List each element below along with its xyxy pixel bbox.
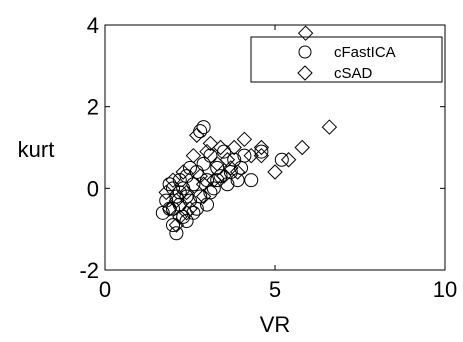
y-tick-label: 4 xyxy=(87,13,99,38)
data-point-cfastica xyxy=(274,152,289,167)
data-point-csad xyxy=(321,119,338,135)
data-point-csad xyxy=(216,168,232,184)
data-point-csad xyxy=(236,131,253,148)
data-point-csad xyxy=(192,168,208,184)
data-point-csad xyxy=(185,147,202,164)
data-point-csad xyxy=(189,127,205,143)
x-tick-label: 5 xyxy=(269,277,281,302)
data-point-cfastica xyxy=(166,218,180,233)
data-point-cfastica xyxy=(244,173,259,188)
data-point-cfastica xyxy=(169,226,184,241)
legend-box xyxy=(250,36,443,83)
data-point-cfastica xyxy=(210,160,225,175)
data-point-cfastica xyxy=(196,156,211,171)
legend: cFastICA cSAD xyxy=(250,36,443,83)
data-point-csad xyxy=(172,209,188,225)
data-point-csad xyxy=(243,147,259,164)
data-point-csad xyxy=(195,176,212,192)
data-point-csad xyxy=(253,147,270,164)
y-tick-label: 0 xyxy=(87,176,99,201)
plot-area-frame xyxy=(104,24,446,271)
y-tick-label: -2 xyxy=(79,258,99,283)
data-point-cfastica xyxy=(179,189,194,204)
data-point-csad xyxy=(294,139,310,156)
data-point-csad xyxy=(253,139,270,156)
data-point-csad xyxy=(175,164,191,180)
data-point-cfastica xyxy=(196,120,211,135)
data-points xyxy=(155,25,338,241)
legend-marker-diamond-icon xyxy=(297,65,313,81)
data-point-cfastica xyxy=(206,181,221,196)
data-point-csad xyxy=(267,164,283,180)
y-axis-label: kurt xyxy=(18,137,55,162)
data-point-csad xyxy=(202,135,219,152)
data-point-csad xyxy=(280,152,297,168)
y-tick-label: 2 xyxy=(87,95,99,120)
data-point-cfastica xyxy=(203,185,218,200)
axis-ticks xyxy=(104,24,446,271)
data-point-cfastica xyxy=(227,152,242,167)
data-point-csad xyxy=(168,192,185,209)
data-point-csad xyxy=(178,184,195,201)
legend-label-series-1: cFastICA xyxy=(334,44,396,61)
data-point-csad xyxy=(297,25,314,41)
x-tick-label: 0 xyxy=(99,277,111,302)
data-point-csad xyxy=(229,164,246,180)
data-point-cfastica xyxy=(183,160,197,175)
data-point-csad xyxy=(158,184,174,201)
data-point-cfastica xyxy=(159,193,174,208)
data-point-csad xyxy=(219,152,236,168)
data-point-cfastica xyxy=(213,169,228,184)
data-point-csad xyxy=(168,217,185,233)
data-point-csad xyxy=(195,188,212,205)
x-tick-label: 10 xyxy=(433,277,457,302)
x-axis-label: VR xyxy=(260,312,291,337)
data-point-cfastica xyxy=(172,173,187,188)
data-point-csad xyxy=(178,205,195,221)
data-point-cfastica xyxy=(169,189,184,204)
legend-label-series-2: cSAD xyxy=(334,65,373,82)
data-point-cfastica xyxy=(210,173,225,188)
data-point-csad xyxy=(161,201,178,217)
data-point-csad xyxy=(223,160,239,176)
legend-marker-circle-icon xyxy=(298,45,312,59)
data-point-cfastica xyxy=(254,144,269,159)
data-point-cfastica xyxy=(179,214,194,228)
data-point-cfastica xyxy=(237,148,252,163)
data-point-csad xyxy=(165,172,181,188)
data-point-cfastica xyxy=(189,201,204,216)
data-point-cfastica xyxy=(166,181,180,196)
data-point-csad xyxy=(226,139,242,156)
data-point-csad xyxy=(212,139,229,156)
plot-frame-group xyxy=(104,24,446,271)
